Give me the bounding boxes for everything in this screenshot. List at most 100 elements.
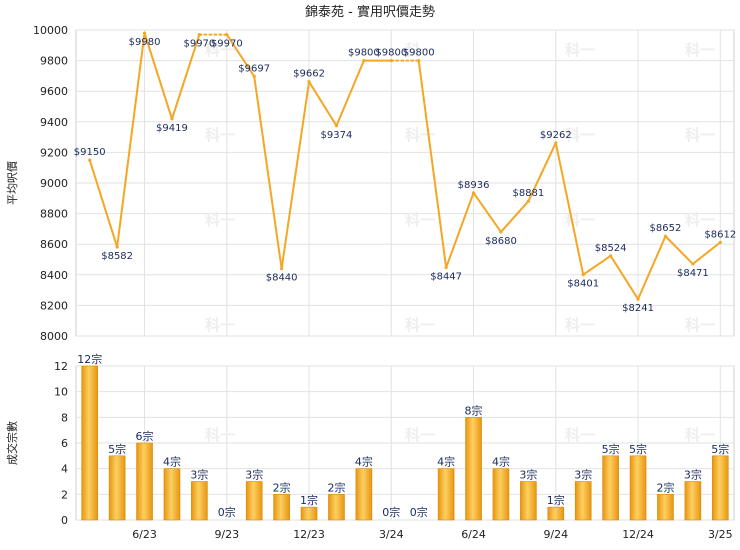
volume-bar	[245, 481, 263, 521]
volume-y-tick: 12	[54, 360, 68, 373]
volume-bar	[684, 481, 702, 521]
price-point	[554, 141, 558, 145]
price-data-label: $8447	[430, 272, 462, 283]
price-point	[389, 59, 393, 63]
x-tick-label: 3/25	[708, 528, 733, 541]
price-data-labels: $9150 $8582 $9980 $9419 $9970$9970 $9697 $8440…	[74, 37, 736, 314]
volume-y-tick: 0	[61, 514, 68, 527]
price-y-tick: 8800	[40, 208, 68, 221]
price-point	[444, 266, 448, 270]
price-data-label: $9970	[211, 39, 243, 50]
price-line-segment	[417, 59, 448, 269]
volume-bar	[191, 481, 208, 521]
price-point	[609, 254, 613, 258]
volume-watermark: 科一	[565, 426, 595, 444]
volume-bar	[602, 455, 619, 521]
price-line-segment	[88, 159, 119, 248]
price-line-segment	[253, 75, 283, 270]
volume-data-label: 12宗	[77, 352, 102, 366]
volume-bar	[574, 481, 592, 521]
volume-y-tick: 4	[61, 463, 68, 476]
price-y-axis-label: 平均呎價	[5, 161, 19, 205]
volume-data-label: 4宗	[492, 455, 510, 469]
price-watermark: 科一	[565, 41, 595, 59]
price-y-tick: 8600	[40, 238, 68, 251]
price-point	[170, 117, 174, 121]
price-data-label: $9697	[238, 63, 270, 74]
volume-data-label: 1宗	[300, 493, 318, 507]
price-series	[88, 31, 722, 301]
volume-bar	[355, 468, 373, 521]
volume-y-tick-labels: 0 2 4 6 8 10 12	[54, 360, 68, 527]
volume-bar	[108, 455, 126, 521]
volume-y-tick: 8	[61, 411, 68, 424]
volume-bar	[711, 455, 729, 521]
x-tick-label: 12/23	[293, 528, 325, 541]
volume-bar-chart: 科一 科一 科一 科一 0 2 4 6 8 10 12 成交宗數 12宗 5宗 6宗 4宗 3宗 0宗 3宗 2…	[5, 352, 735, 541]
x-tick-label: 6/24	[461, 528, 486, 541]
price-watermark: 科一	[565, 211, 595, 229]
volume-data-label: 5宗	[629, 442, 647, 456]
volume-y-tick: 6	[61, 437, 68, 450]
price-watermark: 科一	[205, 316, 235, 334]
price-line-segment	[335, 59, 365, 127]
price-point	[417, 59, 421, 63]
price-data-label: $8582	[101, 251, 133, 262]
price-data-label: $8612	[704, 229, 736, 240]
price-data-label: $9800	[403, 48, 435, 59]
price-data-label: $8440	[266, 273, 298, 284]
price-data-label: $8881	[512, 188, 544, 199]
price-data-label: $9662	[293, 69, 325, 80]
volume-bar	[492, 468, 510, 521]
price-line-segment	[691, 241, 722, 265]
volume-bar	[136, 442, 153, 521]
price-watermark: 科一	[405, 41, 435, 59]
volume-y-tick: 10	[54, 386, 68, 399]
price-point	[499, 230, 503, 234]
volume-data-label: 4宗	[355, 455, 373, 469]
price-point	[252, 74, 256, 78]
price-point	[663, 234, 668, 238]
price-watermark: 科一	[685, 211, 715, 229]
price-point	[115, 245, 119, 249]
price-data-label: $9970	[183, 39, 215, 50]
price-point	[718, 240, 722, 244]
volume-data-label: 0宗	[218, 505, 236, 519]
price-point	[280, 267, 284, 271]
x-tick-label: 9/23	[214, 528, 239, 541]
price-y-tick: 8000	[40, 330, 68, 343]
volume-data-label: 5宗	[108, 442, 126, 456]
price-y-tick: 10000	[33, 24, 68, 37]
price-line-segment	[116, 32, 146, 248]
x-tick-label: 12/24	[622, 528, 654, 541]
price-y-tick: 8200	[40, 299, 68, 312]
price-data-label: $9374	[321, 130, 353, 141]
price-line-segment	[280, 80, 311, 270]
price-point	[362, 59, 366, 63]
price-watermark: 科一	[405, 126, 435, 144]
price-data-label: $9150	[74, 147, 106, 158]
price-point	[225, 32, 229, 37]
price-line-segment	[472, 191, 502, 233]
volume-watermark: 科一	[205, 426, 235, 444]
volume-data-label: 3宗	[574, 468, 592, 482]
volume-y-axis-label: 成交宗數	[5, 421, 19, 465]
volume-bar	[273, 494, 290, 521]
price-watermark: 科一	[205, 211, 235, 229]
price-point	[197, 32, 201, 37]
price-point	[88, 158, 92, 162]
price-y-tick: 8400	[40, 269, 68, 282]
price-line-segment	[582, 254, 612, 276]
x-tick-label: 9/24	[543, 528, 568, 541]
volume-data-label: 2宗	[327, 480, 345, 494]
price-y-tick: 9600	[40, 85, 68, 98]
volume-data-label: 5宗	[602, 442, 620, 456]
price-data-label: $8471	[677, 268, 709, 279]
price-y-tick-labels: 8000 8200 8400 8600 8800 9000 9200 9400 9600 9800…	[33, 24, 68, 343]
price-point	[334, 124, 339, 128]
volume-y-tick: 2	[61, 488, 68, 501]
price-data-label: $8401	[567, 279, 599, 290]
price-point	[691, 262, 695, 266]
price-watermark: 科一	[685, 316, 715, 334]
